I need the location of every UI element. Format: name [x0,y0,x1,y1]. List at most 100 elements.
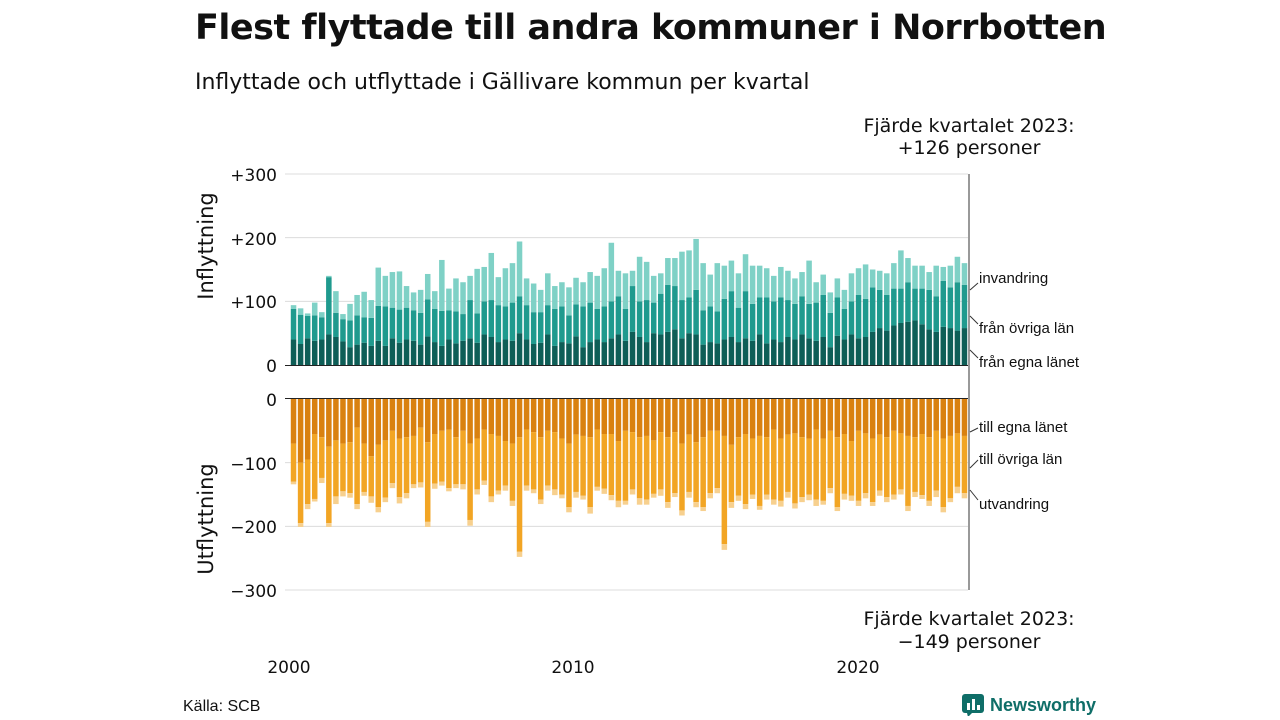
bar-out-2-2014Q2 [693,502,699,508]
bar-out-2-2002Q1 [347,493,353,498]
bar-out-0-2022Q4 [933,399,939,431]
bar-in-1-2010Q3 [587,302,593,343]
bar-in-1-2016Q4 [763,297,770,344]
bar-out-2-2021Q1 [884,497,890,503]
bar-out-0-2009Q1 [545,399,551,431]
bar-in-2-2021Q3 [898,250,904,289]
bar-in-0-2018Q4 [820,336,826,365]
bar-out-2-2016Q1 [742,504,749,510]
x-tick-2020: 2020 [836,658,879,678]
bar-out-0-2023Q2 [947,399,954,436]
bar-in-0-2007Q4 [509,340,516,365]
bar-in-1-2023Q3 [954,282,961,331]
bar-out-0-2013Q2 [665,399,671,438]
bar-in-2-2022Q3 [926,272,932,290]
bar-out-2-2016Q3 [756,505,763,510]
bar-in-1-2012Q4 [650,302,657,334]
bar-out-1-2008Q4 [537,437,544,500]
bar-in-1-2000Q3 [304,315,311,339]
bar-in-0-2022Q2 [919,324,925,365]
bar-in-1-2008Q1 [516,296,523,334]
bar-out-1-2012Q3 [643,435,650,500]
bar-out-1-2003Q3 [389,430,396,484]
bar-in-2-2016Q1 [742,254,749,292]
bar-in-0-2015Q2 [721,339,728,365]
bar-out-2-2005Q1 [432,483,438,489]
bar-in-1-2020Q1 [855,294,862,339]
series-label-till-ovriga-lan: till övriga län [979,451,1062,468]
bar-out-2-2008Q2 [523,485,530,491]
bar-in-2-2004Q4 [424,273,431,300]
bar-in-1-2003Q1 [375,305,382,341]
bar-out-0-2014Q2 [693,399,699,443]
bar-in-0-2009Q3 [559,342,565,365]
bar-in-1-2001Q1 [319,317,325,340]
bar-in-0-2012Q3 [643,342,650,365]
bar-in-2-2009Q2 [552,286,558,309]
bar-out-1-2000Q1 [290,443,297,482]
bar-in-2-2020Q1 [855,268,862,295]
bar-out-0-2015Q1 [714,399,721,431]
bar-in-2-2020Q3 [869,269,876,288]
bar-in-2-2000Q1 [290,305,297,309]
bar-out-1-2013Q1 [658,432,664,490]
bar-in-1-2013Q1 [658,293,664,335]
bar-out-1-2002Q3 [361,443,367,492]
bar-out-1-2015Q3 [728,444,735,503]
source-note: Källa: SCB [183,698,261,715]
bar-in-0-2010Q3 [587,342,593,365]
bar-in-1-2015Q4 [735,307,742,343]
bar-in-1-2022Q1 [912,288,918,321]
bar-out-2-2006Q3 [474,489,480,495]
bar-out-0-2003Q1 [375,399,382,445]
bar-out-0-2005Q2 [439,399,445,431]
bar-out-0-2022Q2 [919,399,925,435]
page-subtitle: Inflyttade och utflyttade i Gällivare ko… [195,70,810,95]
bar-in-0-2011Q2 [608,338,615,365]
bar-out-2-2005Q4 [453,484,459,489]
bar-in-2-2023Q1 [940,266,947,281]
bar-out-1-2006Q1 [460,430,466,485]
bar-out-0-2005Q1 [432,399,438,435]
bar-in-1-2018Q3 [813,302,819,341]
bar-in-1-2005Q2 [439,310,445,346]
bar-in-0-2004Q2 [410,340,417,365]
bar-out-0-2005Q3 [446,399,452,430]
bar-out-1-2011Q4 [622,430,629,501]
bar-in-2-2010Q1 [573,277,579,305]
bar-in-0-2005Q3 [446,339,452,365]
bar-out-1-2001Q3 [333,440,339,497]
bar-in-2-2005Q3 [446,288,452,311]
bar-in-2-2015Q1 [714,263,721,312]
bar-in-1-2020Q3 [869,287,876,332]
bar-in-2-2001Q1 [319,312,325,318]
bar-out-0-2000Q4 [311,399,318,435]
bar-in-2-2018Q2 [806,260,812,304]
bar-in-0-2022Q1 [912,320,918,365]
bar-out-0-2023Q4 [961,399,968,436]
brand-name: Newsworthy [990,694,1097,715]
bar-in-2-2005Q2 [439,259,445,311]
bar-out-2-2015Q3 [728,502,735,508]
bar-in-2-2021Q4 [905,258,911,283]
bar-in-0-2015Q4 [735,342,742,365]
bar-in-2-2003Q2 [382,275,389,307]
bar-out-1-2011Q2 [608,434,615,496]
bar-in-2-2020Q4 [876,270,883,290]
bar-in-2-2000Q2 [297,308,304,315]
bar-in-2-2002Q4 [368,300,374,318]
bar-out-1-2006Q2 [467,443,473,520]
bar-out-0-2019Q4 [848,399,855,442]
bar-in-0-2003Q3 [389,338,396,365]
bar-in-0-2022Q3 [926,329,932,365]
bar-out-1-2002Q1 [347,442,353,494]
bar-in-1-2014Q2 [693,289,699,335]
bar-out-1-2010Q1 [573,434,579,492]
bar-in-2-2007Q3 [502,268,509,307]
bar-out-2-2001Q2 [326,523,332,527]
bar-out-0-2001Q1 [319,399,325,438]
bar-in-1-2001Q2 [326,277,332,335]
bar-in-2-2023Q3 [954,256,961,283]
bar-out-0-2012Q4 [650,399,657,441]
series-label-invandring: invandring [979,270,1048,287]
